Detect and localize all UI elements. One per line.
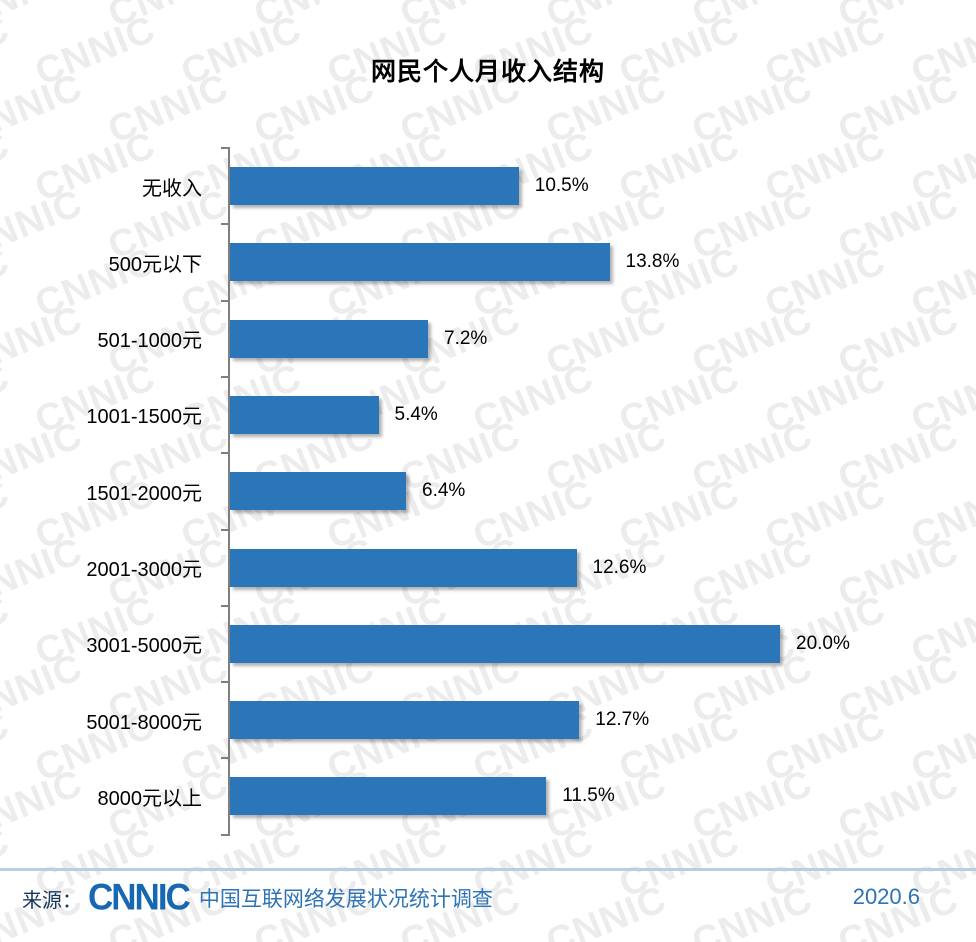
cnnic-watermark-text: CNNIC — [249, 0, 381, 37]
value-label: 12.6% — [592, 556, 647, 578]
chart-title: 网民个人月收入结构 — [370, 58, 605, 86]
category-label: 2001-3000元 — [86, 559, 202, 581]
value-label: 7.2% — [444, 327, 488, 349]
bar — [230, 319, 428, 358]
axis-tick — [221, 375, 228, 378]
bar — [230, 624, 780, 663]
cnnic-watermark-text: CNNIC — [687, 0, 819, 37]
bar-row: 20.0% — [230, 606, 970, 682]
bar-row: 13.8% — [230, 224, 970, 300]
axis-tick — [221, 681, 228, 684]
cnnic-watermark-text: CNNIC — [103, 0, 235, 37]
category-label: 8000元以上 — [97, 787, 203, 810]
y-axis-line — [228, 147, 230, 836]
axis-tick — [221, 833, 228, 836]
cnnic-watermark-text: CNNIC — [833, 0, 965, 37]
value-label: 20.0% — [796, 632, 850, 654]
bar-row: 7.2% — [230, 301, 970, 377]
bar-row: 5.4% — [230, 377, 970, 453]
cnnic-watermark-text: CNNIC — [541, 0, 673, 37]
cnnic-watermark-text: CNNIC — [0, 0, 89, 37]
bar — [230, 472, 406, 511]
bar — [230, 167, 519, 205]
footer-date: 2020.6 — [852, 884, 920, 909]
category-label: 5001-8000元 — [86, 711, 202, 734]
category-label: 1001-1500元 — [86, 406, 202, 429]
bar-row: 12.6% — [230, 530, 970, 606]
category-label: 1501-2000元 — [86, 482, 202, 505]
bar-plot-area: 10.5% 13.8% 7.2% 5.4% 6.4% 12.6% 20.0% 12.7% 11.… — [230, 148, 970, 836]
bar-row: 10.5% — [230, 148, 970, 224]
source-text: 中国互联网络发展状况统计调查 — [198, 888, 493, 911]
axis-tick — [221, 528, 228, 531]
bar — [230, 548, 577, 587]
bar — [230, 701, 580, 740]
axis-tick — [221, 147, 228, 149]
category-axis-labels: 无收入 500元以下 501-1000元 1001-1500元 1501-2000元 20… — [0, 148, 212, 836]
bar — [230, 777, 547, 816]
category-label: 500元以下 — [108, 253, 202, 276]
value-label: 10.5% — [534, 175, 589, 196]
footer: 来源： CNNIC 中国互联网络发展状况统计调查 — [0, 874, 976, 922]
category-label: 501-1000元 — [97, 330, 202, 353]
value-label: 11.5% — [562, 785, 615, 807]
cnnic-logo: CNNIC — [88, 877, 191, 918]
value-label: 12.7% — [595, 709, 650, 731]
bar-row: 6.4% — [230, 453, 970, 529]
axis-tick — [221, 757, 228, 760]
axis-tick — [221, 299, 228, 302]
bar-row: 12.7% — [230, 682, 970, 758]
value-label: 5.4% — [394, 403, 438, 425]
axis-tick — [221, 604, 228, 607]
footer-divider — [0, 868, 976, 871]
value-label: 13.8% — [625, 251, 680, 273]
source-prefix: 来源： — [22, 889, 82, 912]
bar-row: 11.5% — [230, 758, 970, 834]
value-label: 6.4% — [422, 480, 466, 502]
bar — [230, 395, 379, 434]
bar — [230, 243, 610, 282]
category-label: 无收入 — [142, 177, 202, 200]
cnnic-watermark-text: CNNIC — [395, 0, 527, 37]
category-label: 3001-5000元 — [86, 635, 202, 658]
axis-tick — [221, 452, 228, 455]
axis-tick — [221, 223, 228, 226]
